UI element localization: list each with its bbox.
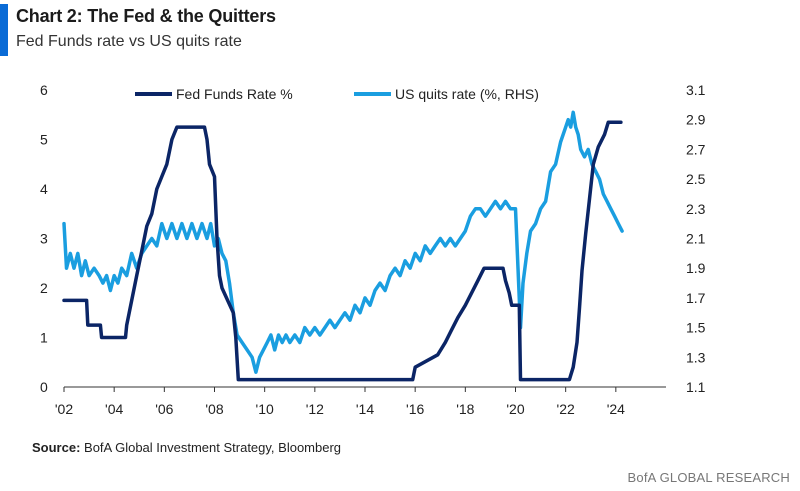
x-tick-label: '12 [306,401,324,417]
chart-area: Fed Funds Rate % US quits rate (%, RHS) … [40,82,706,417]
x-tick-label: '02 [55,401,73,417]
y-right-tick-label: 2.7 [686,141,706,157]
y-right-tick-label: 2.1 [686,231,706,247]
chart-title: Chart 2: The Fed & the Quitters [16,6,276,26]
source-label: Source: [32,440,81,455]
x-tick-label: '08 [205,401,223,417]
y-right-tick-label: 1.3 [686,349,706,365]
y-left-tick-label: 6 [40,82,48,98]
y-left-tick-label: 2 [40,280,48,296]
y-right-tick-label: 1.5 [686,320,706,336]
y-left-tick-label: 4 [40,181,48,197]
y-right-tick-label: 1.7 [686,290,706,306]
y-right-tick-label: 2.9 [686,112,706,128]
axes: '02 '04 '06 '08 '10 '12 '14 '16 '18 '20 '22 '24 0 1 2 3… [40,82,706,417]
source-note: Source: BofA Global Investment Strategy,… [32,440,341,455]
chart-subtitle: Fed Funds rate vs US quits rate [16,33,242,50]
y-right-tick-label: 3.1 [686,82,706,98]
x-tick-label: '24 [607,401,625,417]
x-tick-label: '10 [256,401,274,417]
series-line-fed-funds [62,120,623,382]
legend-label-quits: US quits rate (%, RHS) [395,86,539,102]
source-text: BofA Global Investment Strategy, Bloombe… [80,440,342,455]
x-tick-label: '18 [456,401,474,417]
x-tick-label: '14 [356,401,374,417]
accent-bar [0,4,8,56]
y-left-tick-label: 5 [40,132,48,148]
y-right-tick-label: 1.9 [686,260,706,276]
y-right-tick-label: 1.1 [686,379,706,395]
brand-label: BofA GLOBAL RESEARCH [627,470,790,485]
x-tick-label: '16 [406,401,424,417]
series-layer [62,110,624,382]
y-left-tick-label: 3 [40,231,48,247]
x-tick-label: '20 [506,401,524,417]
series-line-quits [62,110,624,374]
x-tick-label: '06 [155,401,173,417]
x-tick-label: '04 [105,401,123,417]
x-tick-label: '22 [557,401,575,417]
y-left-tick-label: 1 [40,330,48,346]
y-right-tick-label: 2.5 [686,171,706,187]
y-left-tick-label: 0 [40,379,48,395]
legend: Fed Funds Rate % US quits rate (%, RHS) [135,86,539,102]
legend-label-fed-funds: Fed Funds Rate % [176,86,293,102]
y-right-tick-label: 2.3 [686,201,706,217]
